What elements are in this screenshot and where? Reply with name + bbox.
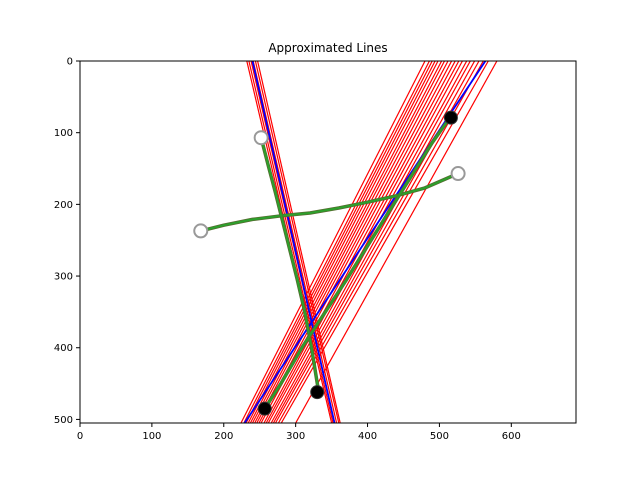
fitted-line (251, 61, 336, 423)
x-tick-label: 300 (286, 431, 305, 442)
x-tick-label: 400 (358, 431, 377, 442)
y-tick-label: 100 (54, 128, 73, 139)
approximation-line (245, 61, 433, 423)
approximation-line (295, 61, 498, 423)
approximation-line (254, 61, 446, 423)
x-tick-label: 200 (214, 431, 233, 442)
x-axis: 0 100 200 300 400 500 600 (77, 423, 521, 442)
approximation-line (258, 61, 453, 423)
chart-title: Approximated Lines (268, 41, 387, 55)
x-tick-label: 0 (77, 431, 83, 442)
start-marker (450, 166, 466, 182)
approximation-line (267, 61, 468, 423)
x-tick-label: 600 (502, 431, 521, 442)
start-marker (193, 223, 209, 239)
y-tick-label: 400 (54, 343, 73, 354)
x-tick-label: 100 (142, 431, 161, 442)
x-tick-label: 500 (430, 431, 449, 442)
approximation-line (263, 61, 460, 423)
start-marker (253, 130, 269, 146)
approximation-line (272, 61, 476, 423)
approximation-line (248, 61, 334, 423)
approximation-line (247, 61, 436, 423)
curve-line (263, 115, 452, 410)
y-tick-label: 200 (54, 200, 73, 211)
approximation-line (252, 61, 338, 423)
plot-area (193, 61, 498, 423)
axes-frame (79, 60, 577, 424)
approximation-line (254, 61, 340, 423)
approximation-line (249, 61, 439, 423)
curve-line (200, 172, 459, 232)
approximation-line (240, 61, 426, 423)
end-marker (310, 385, 325, 400)
approximation-line (257, 61, 341, 423)
approximation-line (243, 61, 430, 423)
y-axis: 0 100 200 300 400 500 (54, 57, 80, 426)
y-tick-label: 0 (67, 57, 73, 68)
y-tick-label: 300 (54, 272, 73, 283)
approximation-line (256, 61, 449, 423)
y-tick-label: 500 (54, 415, 73, 426)
end-marker (443, 110, 458, 125)
end-marker (257, 401, 272, 416)
